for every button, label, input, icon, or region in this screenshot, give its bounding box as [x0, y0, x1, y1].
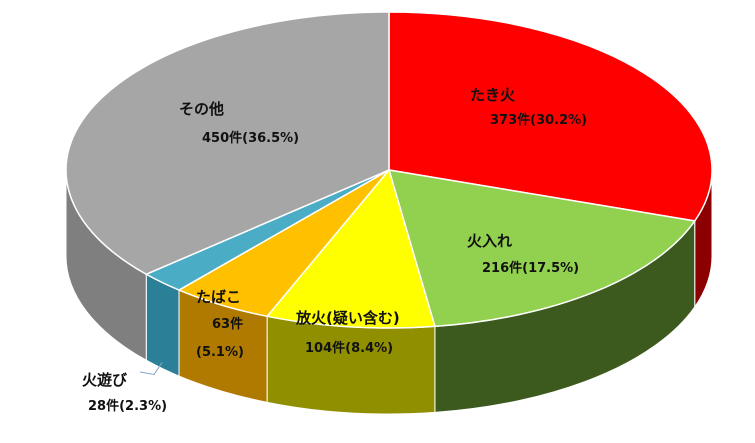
slice-label-hiire: 火入れ	[467, 232, 512, 250]
leader-lines	[139, 362, 163, 375]
pie-slice-houka	[265, 168, 436, 329]
slice-label-sonota: その他	[179, 100, 224, 118]
pie-side-hiasobi	[145, 273, 180, 377]
slice-percent-tabako: (5.1%)	[196, 345, 244, 360]
pie-slice-hiire	[387, 169, 697, 328]
pie-side-houka	[266, 315, 436, 415]
slice-label-hiasobi: 火遊び	[82, 371, 127, 389]
slice-label-takibi: たき火	[470, 86, 516, 104]
pie-slice-sonota	[65, 11, 390, 276]
slice-label-houka: 放火(疑い含む)	[295, 309, 400, 327]
slice-value-hiasobi: 28件(2.3%)	[88, 398, 167, 414]
slice-value-tabako: 63件	[212, 316, 243, 332]
slice-label-tabako: たばこ	[196, 288, 241, 306]
pie-slice-takibi	[388, 11, 713, 222]
pie-top-faces	[65, 11, 713, 329]
slice-value-sonota: 450件(36.5%)	[202, 130, 299, 146]
slice-value-houka: 104件(8.4%)	[305, 340, 393, 356]
slice-value-hiire: 216件(17.5%)	[482, 260, 579, 276]
slice-value-takibi: 373件(30.2%)	[490, 112, 587, 128]
leader-line-hiasobi	[139, 362, 163, 375]
